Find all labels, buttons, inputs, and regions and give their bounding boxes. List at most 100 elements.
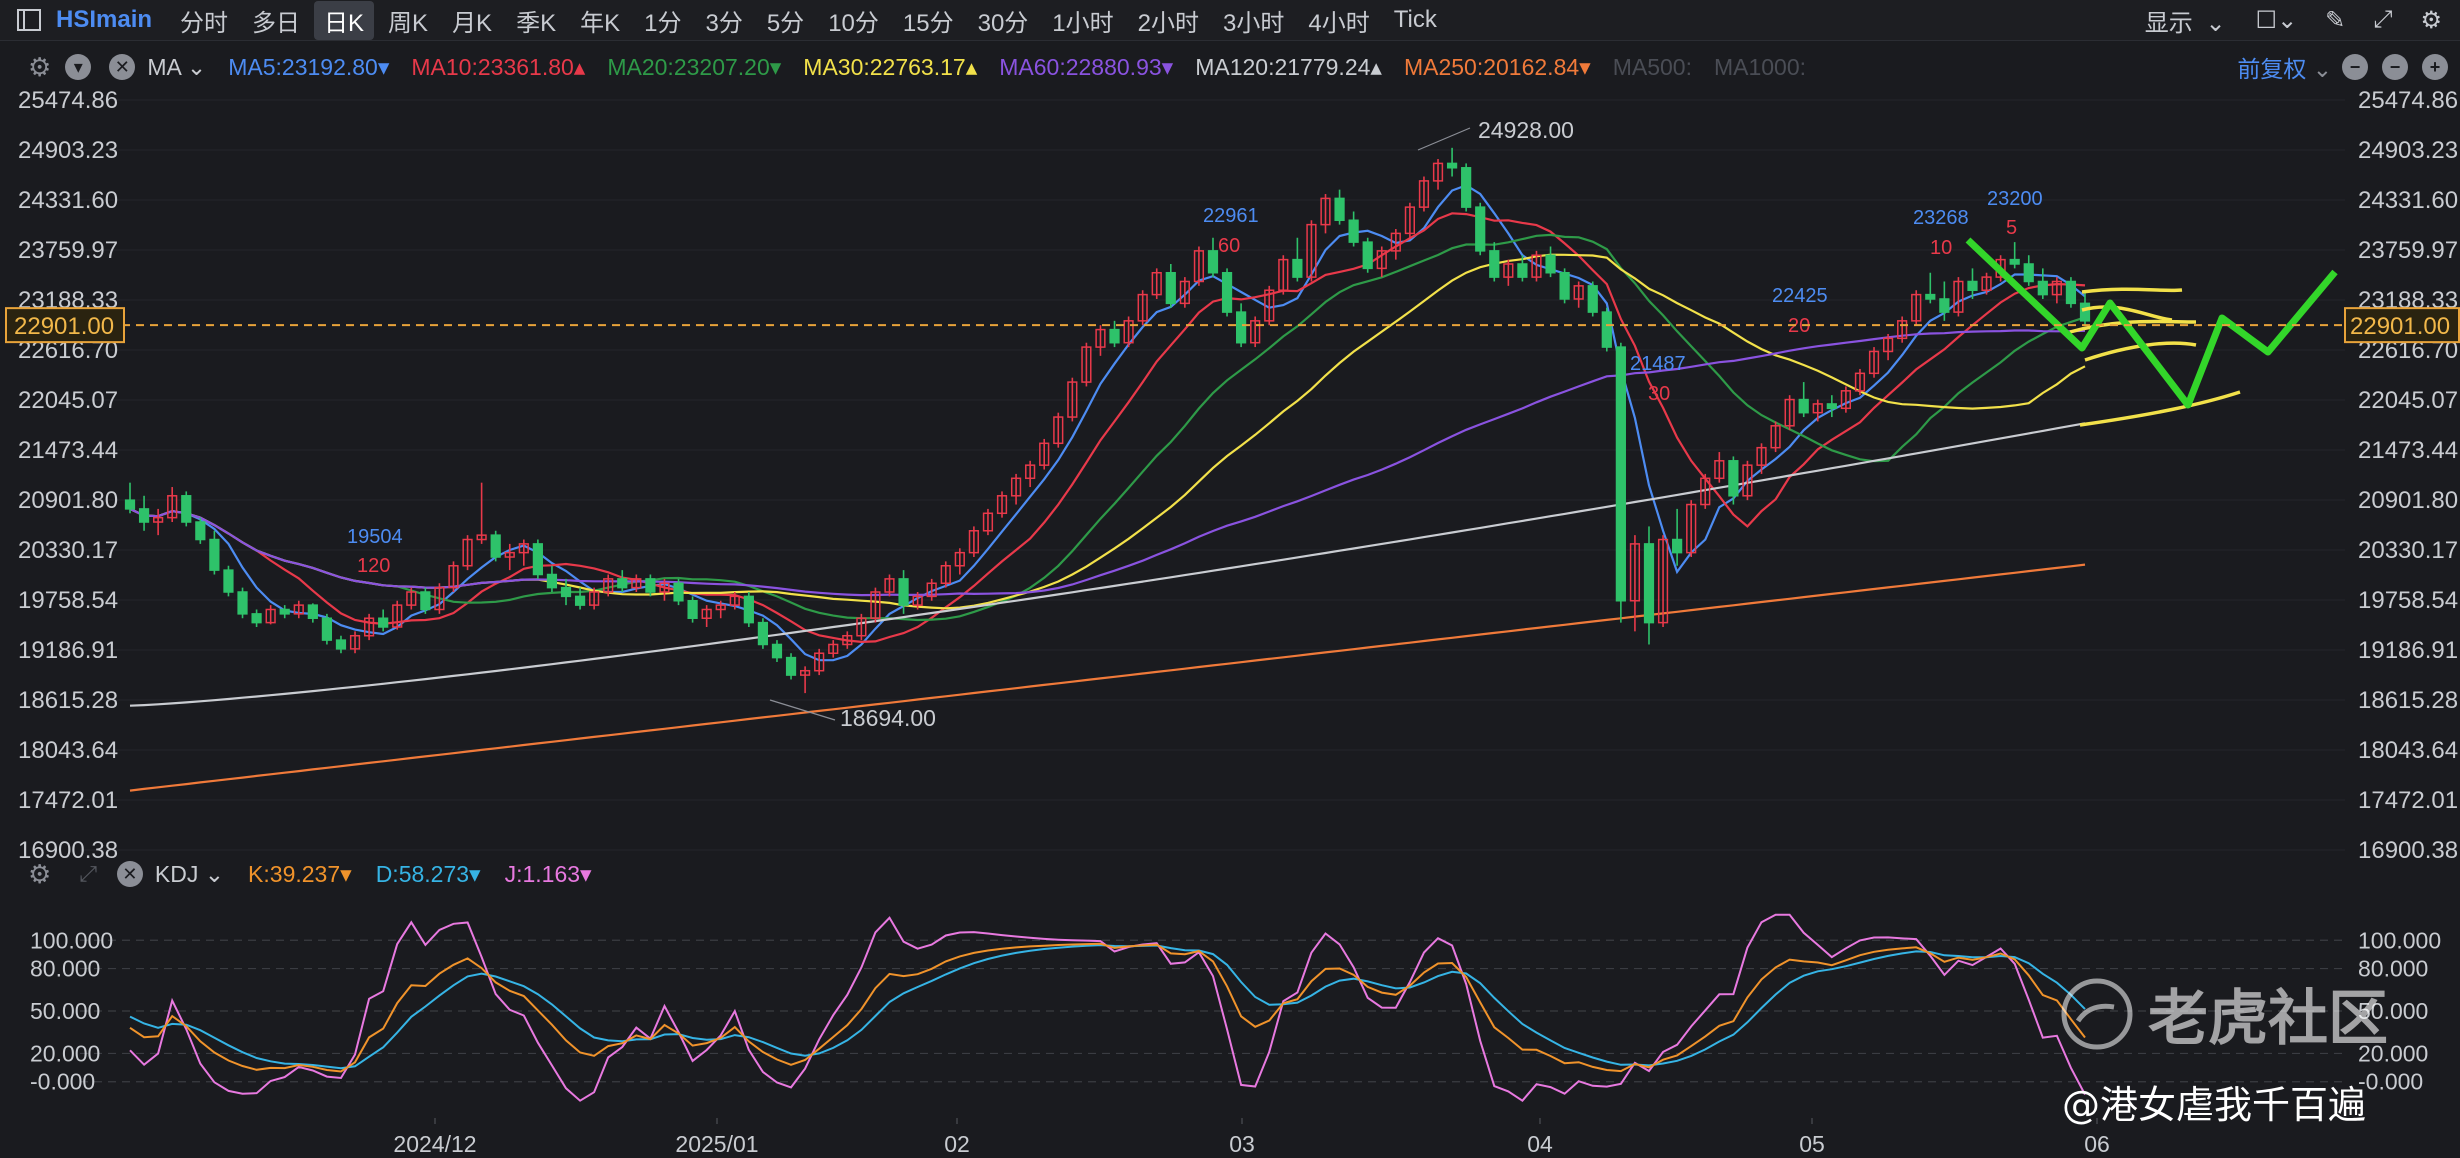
expand-icon[interactable]: ⤢ xyxy=(79,861,97,886)
candle-body xyxy=(1081,346,1092,383)
minimize-icon-2[interactable]: − xyxy=(2382,54,2408,80)
minimize-icon[interactable]: − xyxy=(2342,54,2368,80)
candle-body xyxy=(701,608,712,619)
price-axis-label-right: 24903.23 xyxy=(2358,137,2458,164)
tab-timeframe-0[interactable]: 分时 xyxy=(180,9,229,37)
candle-body xyxy=(1095,328,1106,348)
kdj-select[interactable]: KDJ ⌄ xyxy=(154,860,225,887)
layout-toggle[interactable]: ☐⌄ xyxy=(2255,6,2298,34)
fullscreen-icon[interactable]: ⤢ xyxy=(2373,6,2393,33)
candle-body xyxy=(1461,167,1472,208)
tab-timeframe-3[interactable]: 周K xyxy=(388,9,429,37)
ma-legend-item-7[interactable]: MA500: xyxy=(1612,53,1692,80)
collapse-icon[interactable]: ▾ xyxy=(65,54,92,80)
ma-legend-item-4[interactable]: MA60:22880.93▾ xyxy=(999,53,1174,80)
ma-legend-item-0[interactable]: MA5:23192.80▾ xyxy=(228,53,390,80)
kdj-axis-label-left: -0.000 xyxy=(30,1069,95,1095)
kdj-gear-icon[interactable]: ⚙ xyxy=(28,858,52,889)
tiger-logo-icon xyxy=(2061,978,2133,1049)
current-price-label-left: 22901.00 xyxy=(14,313,114,340)
ma-legend-item-3[interactable]: MA30:22763.17▴ xyxy=(803,53,978,80)
ma-legend-item-6[interactable]: MA250:20162.84▾ xyxy=(1403,53,1591,80)
candle-body xyxy=(209,538,220,571)
close-icon[interactable]: ✕ xyxy=(109,54,136,80)
ma-line-ma250 xyxy=(129,563,2086,792)
candle-body xyxy=(1728,460,1739,497)
candle-body xyxy=(757,621,769,646)
tab-timeframe-8[interactable]: 3分 xyxy=(705,9,743,37)
tab-timeframe-15[interactable]: 3小时 xyxy=(1223,9,1285,37)
ma-type-select[interactable]: MA ⌄ xyxy=(147,53,207,80)
candle-body xyxy=(1967,280,1978,291)
candle-body xyxy=(1840,390,1852,410)
candle-body xyxy=(363,617,375,637)
ma-legend-item-8[interactable]: MA1000: xyxy=(1713,53,1807,80)
toolbar-right: 显示 ⌄ ☐⌄ ✎ ⤢ ⚙ xyxy=(2123,0,2460,40)
candle-body xyxy=(687,599,698,619)
settings-icon[interactable]: ⚙ xyxy=(2420,6,2442,34)
ma-line-ma5 xyxy=(129,184,2086,662)
tab-timeframe-12[interactable]: 30分 xyxy=(977,9,1029,37)
watermark-author: @港女虐我千百遍 xyxy=(2062,1083,2367,1127)
tab-timeframe-5[interactable]: 季K xyxy=(516,9,557,37)
ma-legend-item-5[interactable]: MA120:21779.24▴ xyxy=(1195,53,1382,80)
kdj-k-value[interactable]: K:39.237▾ xyxy=(248,860,352,887)
candle-body xyxy=(968,530,979,554)
draw-pen-icon[interactable]: ✎ xyxy=(2325,6,2346,34)
gear-icon[interactable]: ⚙ xyxy=(28,51,52,82)
add-indicator-icon[interactable]: + xyxy=(2422,54,2448,80)
candle-body xyxy=(476,534,487,541)
candle-body xyxy=(1010,477,1022,497)
price-axis-label-left: 23759.97 xyxy=(18,237,118,264)
kdj-close-icon[interactable]: ✕ xyxy=(116,861,143,887)
ma-legend-item-2[interactable]: MA20:23207.20▾ xyxy=(607,53,782,80)
sidebar-toggle-icon[interactable] xyxy=(14,5,44,35)
kdj-j-text: J:1.163 xyxy=(504,860,581,887)
candle-body xyxy=(335,639,347,650)
price-axis-label-right: 20330.17 xyxy=(2358,537,2458,564)
candle-body xyxy=(1475,206,1486,252)
price-axis-label-right: 18615.28 xyxy=(2358,687,2458,714)
candle-body xyxy=(434,586,445,611)
candle-body xyxy=(1278,258,1289,291)
candle-body xyxy=(1784,398,1795,427)
candle-body xyxy=(378,617,389,628)
tab-timeframe-7[interactable]: 1分 xyxy=(644,9,682,37)
tab-timeframe-11[interactable]: 15分 xyxy=(902,9,954,37)
price-axis-label-right: 20901.80 xyxy=(2358,487,2458,514)
candle-body xyxy=(1503,263,1514,278)
label-120: 120 xyxy=(357,555,390,577)
x-axis-label: 06 xyxy=(2084,1131,2110,1157)
tab-timeframe-13[interactable]: 1小时 xyxy=(1052,9,1114,37)
candle-body xyxy=(2009,258,2020,265)
candle-body xyxy=(490,534,501,558)
symbol-label[interactable]: HSImain xyxy=(56,6,153,33)
tab-timeframe-14[interactable]: 2小时 xyxy=(1137,9,1200,37)
candle-body xyxy=(1756,446,1767,466)
tab-timeframe-2[interactable]: 日K xyxy=(314,0,375,40)
kdj-d-value[interactable]: D:58.273▾ xyxy=(375,860,481,887)
candle-body xyxy=(560,586,572,598)
ma-line-ma30 xyxy=(129,253,2086,610)
label-23268: 23268 xyxy=(1913,207,1969,229)
adjust-select[interactable]: 前复权 ⌄ xyxy=(2237,56,2332,82)
tab-timeframe-4[interactable]: 月K xyxy=(452,9,493,37)
x-axis-label: 05 xyxy=(1799,1131,1825,1157)
candle-body xyxy=(237,591,248,615)
candle-body xyxy=(1559,271,1570,300)
tab-timeframe-1[interactable]: 多日 xyxy=(252,9,301,37)
kdj-d-line xyxy=(129,944,2086,1070)
display-menu[interactable]: 显示 ⌄ xyxy=(2145,3,2226,38)
tab-timeframe-17[interactable]: Tick xyxy=(1393,6,1437,33)
candle-body xyxy=(532,543,543,576)
kdj-axis-label-right: 100.000 xyxy=(2358,927,2441,953)
tab-timeframe-9[interactable]: 5分 xyxy=(766,9,805,37)
ma-legend-item-1[interactable]: MA10:23361.80▴ xyxy=(411,53,586,80)
candle-body xyxy=(265,608,276,624)
kdj-j-value[interactable]: J:1.163▾ xyxy=(504,860,592,887)
tab-timeframe-6[interactable]: 年K xyxy=(580,9,621,37)
tab-timeframe-16[interactable]: 4小时 xyxy=(1308,9,1370,37)
tab-timeframe-10[interactable]: 10分 xyxy=(828,9,879,37)
candle-body xyxy=(1446,162,1458,169)
candle-body xyxy=(645,578,656,593)
